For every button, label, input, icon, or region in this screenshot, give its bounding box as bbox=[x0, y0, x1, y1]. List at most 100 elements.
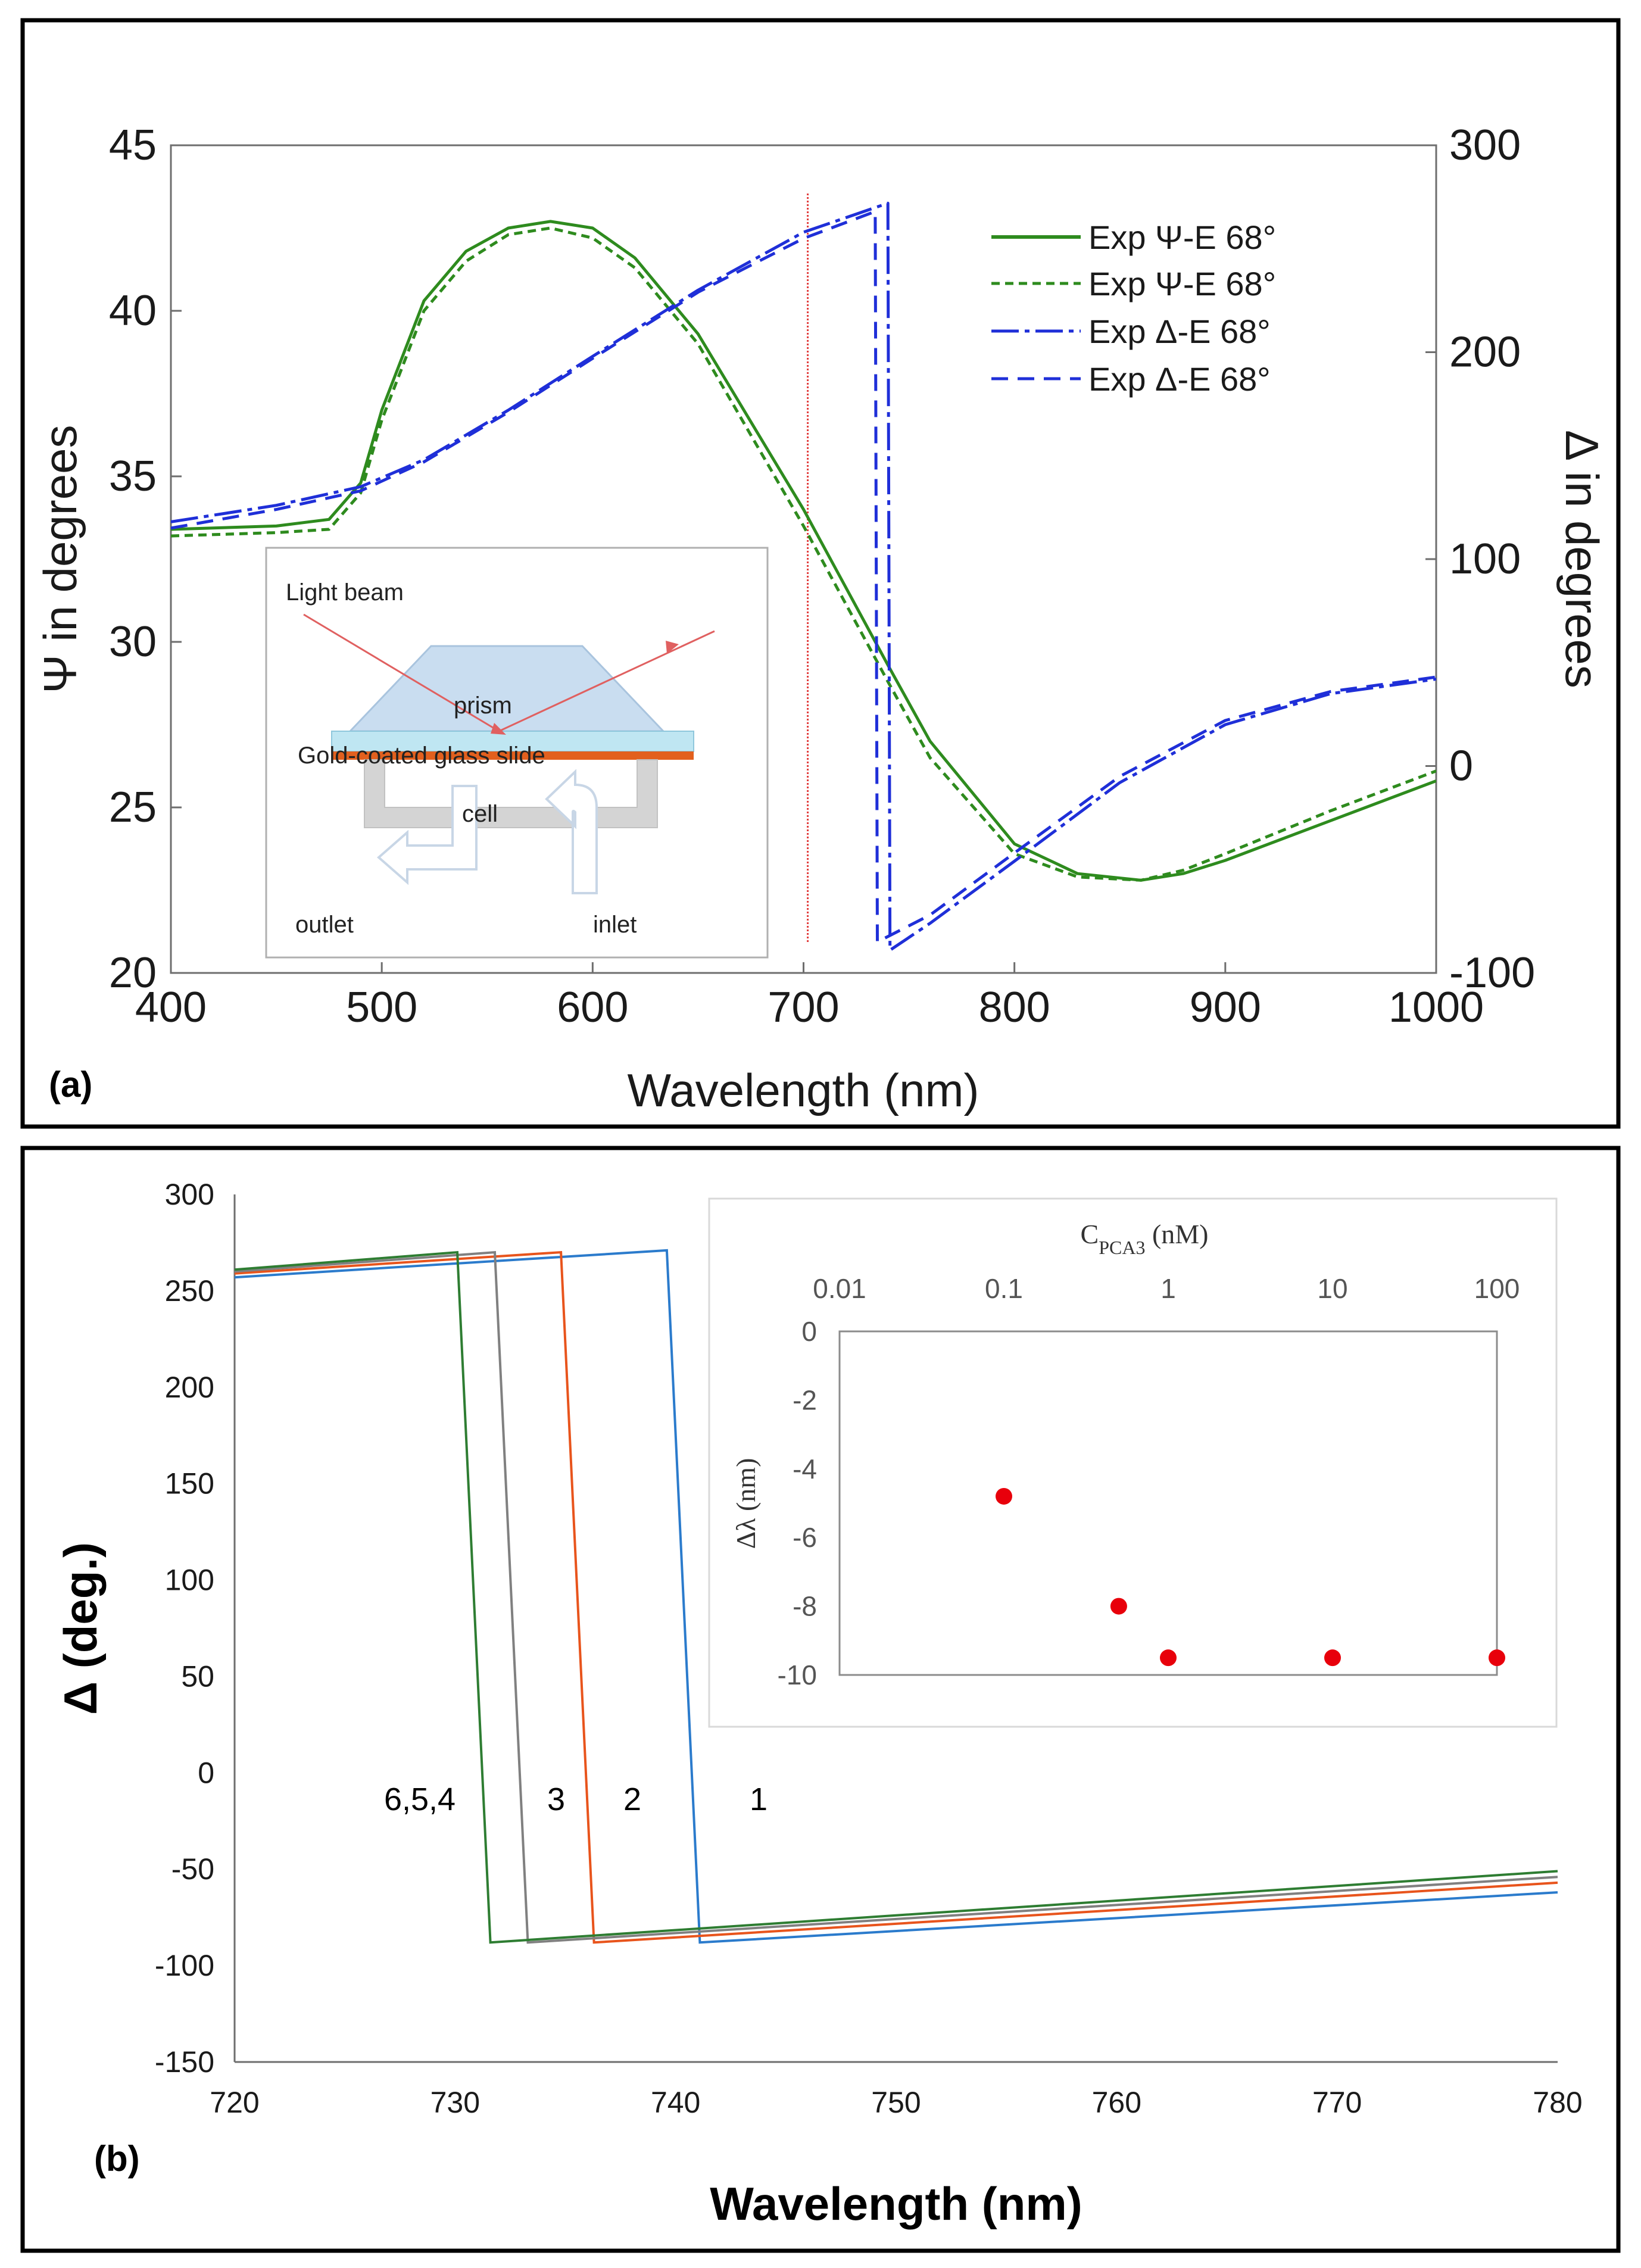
panel-a-y-axis-title: Ψ in degrees bbox=[34, 425, 86, 693]
y-tick-label: -50 bbox=[171, 1852, 214, 1886]
y-tick-label: -100 bbox=[155, 1949, 214, 1982]
y-tick-label: 250 bbox=[165, 1274, 214, 1308]
delta-longdash-curve bbox=[171, 201, 1436, 952]
panel-a-series bbox=[171, 194, 1436, 952]
panel-b-inset: 0.01 0.1 1 10 100 0 -2 -4 -6 -8 -10 CPCA3 (nM) Δλ … bbox=[708, 1197, 1558, 1728]
panel-a-x-axis-title: Wavelength (nm) bbox=[628, 1064, 979, 1116]
diagram-label-light-beam: Light beam bbox=[286, 579, 404, 606]
diagram-label-outlet: outlet bbox=[295, 912, 354, 938]
y2-tick-label: 100 bbox=[1449, 535, 1521, 583]
panel-b-curve-labels: 6,5,4 3 2 1 bbox=[384, 1782, 768, 1817]
x-tick-label: 800 bbox=[979, 984, 1050, 1031]
panel-a-legend: Exp Ψ-E 68° Exp Ψ-E 68° Exp Δ-E 68° Exp … bbox=[991, 219, 1276, 398]
panel-b-ticks: 720 730 740 750 760 770 780300250200150100500-… bbox=[155, 1178, 1583, 2119]
delta-dashed-curve bbox=[171, 210, 1436, 944]
inset-data-point bbox=[1489, 1649, 1505, 1667]
y2-tick-label: 300 bbox=[1449, 121, 1521, 169]
panel-a-label: (a) bbox=[49, 1065, 92, 1105]
reflected-beam bbox=[498, 630, 715, 732]
y-tick-label: -150 bbox=[155, 2045, 214, 2079]
panel-a-y2-axis-title: Δ in degrees bbox=[1556, 430, 1608, 688]
panel-b-series bbox=[234, 1249, 1558, 1944]
inset-data-point bbox=[1110, 1598, 1127, 1615]
inset-x-tick-label: 1 bbox=[1160, 1273, 1176, 1304]
x-tick-label: 740 bbox=[651, 2086, 700, 2119]
panel-b: 720 730 740 750 760 770 780300250200150100500-… bbox=[54, 1178, 1583, 2230]
inset-plot-area bbox=[838, 1330, 1498, 1676]
y-tick-label: 150 bbox=[165, 1467, 214, 1500]
curve-1 bbox=[234, 1249, 1558, 1944]
curve-label: 3 bbox=[547, 1782, 565, 1817]
inlet-arrow bbox=[545, 769, 598, 894]
curve-6-5-4 bbox=[234, 1250, 1558, 1944]
inset-y-tick-label: -2 bbox=[793, 1384, 817, 1415]
inset-data-point bbox=[1324, 1649, 1341, 1667]
inset-data-point bbox=[996, 1487, 1012, 1505]
outlet-arrow bbox=[376, 785, 478, 885]
inset-x-tick-label: 10 bbox=[1317, 1273, 1347, 1304]
inset-x-axis-title-sub: PCA3 bbox=[1099, 1237, 1145, 1258]
y-tick-label: 40 bbox=[109, 287, 157, 335]
legend-label-delta-longdash: Exp Δ-E 68° bbox=[1088, 313, 1271, 350]
reflected-beam-arrowhead bbox=[666, 641, 679, 654]
y-tick-label: 200 bbox=[165, 1371, 214, 1404]
y-tick-label: 30 bbox=[109, 618, 157, 666]
inset-x-tick-label: 0.01 bbox=[813, 1273, 866, 1304]
incident-beam bbox=[303, 613, 500, 732]
y-tick-label: 45 bbox=[109, 121, 157, 169]
inset-data-point bbox=[1160, 1649, 1177, 1667]
x-tick-label: 760 bbox=[1092, 2086, 1141, 2119]
legend-label-delta-dashed: Exp Δ-E 68° bbox=[1088, 360, 1271, 398]
x-tick-label: 720 bbox=[210, 2086, 259, 2119]
psi-dashed-curve bbox=[171, 226, 1436, 882]
gold-layer-shape bbox=[332, 751, 694, 760]
legend-label-psi-dashed: Exp Ψ-E 68° bbox=[1088, 265, 1276, 302]
diagram-label-cell: cell bbox=[462, 801, 498, 827]
inset-y-axis-title: Δλ (nm) bbox=[731, 1458, 761, 1549]
y2-tick-label: 200 bbox=[1449, 329, 1521, 376]
inset-y-tick-label: -8 bbox=[793, 1591, 817, 1622]
legend-label-psi-solid: Exp Ψ-E 68° bbox=[1088, 219, 1276, 256]
curve-label: 2 bbox=[623, 1782, 641, 1817]
x-tick-label: 400 bbox=[135, 984, 207, 1031]
setup-diagram: Light beam prism Gold-coated glass slide… bbox=[265, 547, 769, 959]
panel-b-x-axis-title: Wavelength (nm) bbox=[710, 2177, 1082, 2230]
curve-label: 6,5,4 bbox=[384, 1782, 456, 1817]
y2-tick-label: 0 bbox=[1449, 743, 1473, 790]
y-tick-label: 0 bbox=[198, 1756, 214, 1789]
inset-x-axis-title-unit: (nM) bbox=[1145, 1219, 1208, 1249]
y-tick-label: 35 bbox=[109, 453, 157, 500]
diagram-label-gold-slide: Gold-coated glass slide bbox=[298, 743, 545, 769]
x-tick-label: 600 bbox=[557, 984, 628, 1031]
inset-x-tick-label: 0.1 bbox=[985, 1273, 1023, 1304]
panel-b-frame bbox=[20, 1146, 1621, 2253]
panel-a: 400 500 600 700 800 900 1000 20 25 30 35 40 45 -100 0 1… bbox=[34, 121, 1608, 1116]
curve-label: 1 bbox=[750, 1782, 768, 1817]
panel-a-ticks: 400 500 600 700 800 900 1000 20 25 30 35 40 45 -100 0 1… bbox=[109, 121, 1535, 1031]
panel-b-y-axis-title: Δ (deg.) bbox=[54, 1542, 107, 1715]
inset-frame bbox=[708, 1197, 1558, 1728]
psi-solid-curve bbox=[171, 220, 1436, 882]
inset-y-tick-label: 0 bbox=[801, 1316, 817, 1347]
inset-x-axis-title: CPCA3 (nM) bbox=[1081, 1219, 1209, 1258]
x-tick-label: 900 bbox=[1190, 984, 1261, 1031]
inset-x-tick-label: 100 bbox=[1474, 1273, 1520, 1304]
y-tick-label: 25 bbox=[109, 784, 157, 831]
inset-ticks: 0.01 0.1 1 10 100 0 -2 -4 -6 -8 -10 bbox=[778, 1273, 1520, 1690]
y-tick-label: 100 bbox=[165, 1564, 214, 1597]
panel-b-label: (b) bbox=[94, 2139, 140, 2179]
x-tick-label: 500 bbox=[346, 984, 417, 1031]
diagram-label-inlet: inlet bbox=[593, 912, 637, 938]
incident-beam-arrowhead bbox=[491, 723, 506, 735]
diagram-label-prism: prism bbox=[454, 692, 512, 719]
curve-2 bbox=[234, 1250, 1558, 1944]
y2-tick-label: -100 bbox=[1449, 949, 1535, 997]
y-tick-label: 50 bbox=[181, 1659, 214, 1693]
inset-y-tick-label: -10 bbox=[778, 1659, 817, 1690]
x-tick-label: 750 bbox=[871, 2086, 921, 2119]
x-tick-label: 1000 bbox=[1389, 984, 1484, 1031]
inset-x-axis-title-main: C bbox=[1081, 1219, 1099, 1249]
panel-a-frame bbox=[20, 18, 1621, 1129]
x-tick-label: 730 bbox=[430, 2086, 480, 2119]
